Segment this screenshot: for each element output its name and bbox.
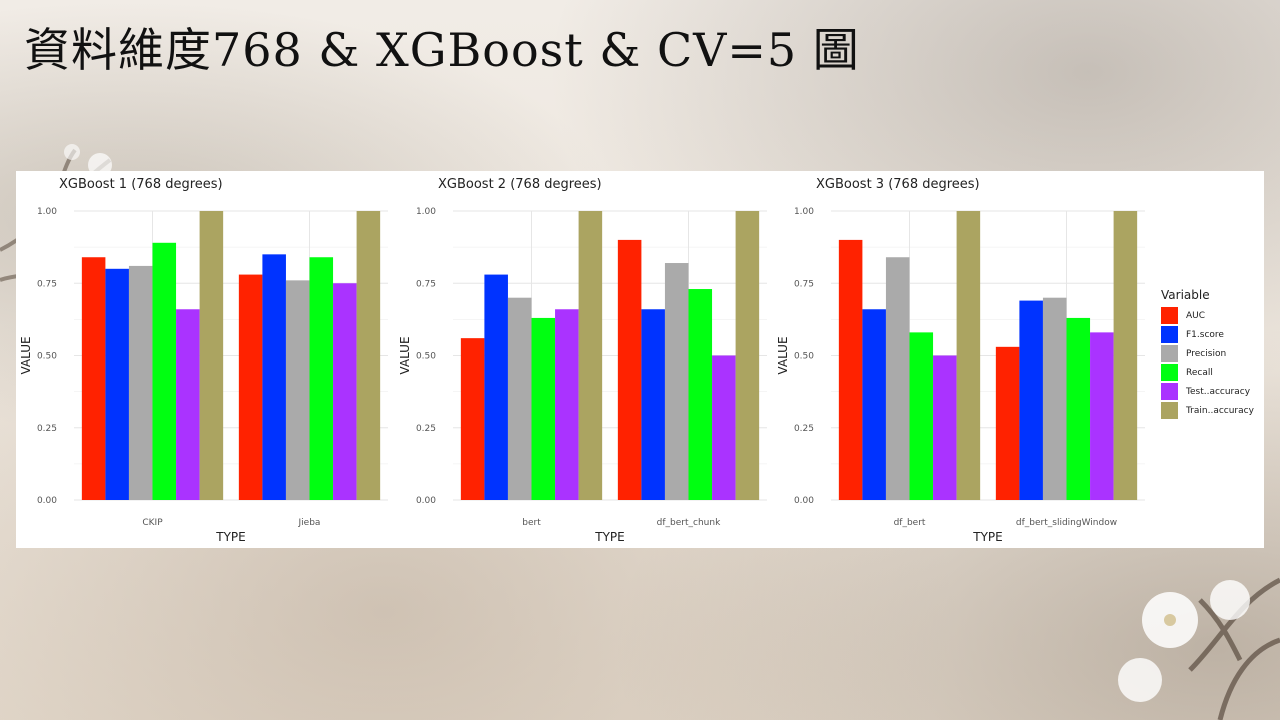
bar-precision-df-bert-slidingwindow [1042, 297, 1067, 500]
x-tick-label: df_bert_chunk [657, 518, 721, 528]
legend-item-test-accuracy: Test..accuracy [1161, 382, 1261, 401]
bar-f1-score-df-bert-slidingwindow [1019, 300, 1043, 500]
bar-precision-df-bert-chunk [664, 263, 689, 500]
legend-label: AUC [1186, 310, 1206, 321]
y-tick-label: 1.00 [416, 207, 436, 217]
legend: Variable AUC F1.score Precision Recall Test.… [1161, 288, 1261, 420]
bar-auc-bert [460, 338, 485, 500]
bar-train-accuracy-jieba [356, 211, 381, 500]
bar-recall-ckip [152, 242, 177, 500]
y-tick-label: 1.00 [37, 207, 57, 217]
bar-f1-score-bert [484, 274, 508, 500]
legend-title: Variable [1161, 288, 1210, 302]
legend-label: F1.score [1186, 329, 1224, 340]
bar-auc-df-bert-chunk [617, 239, 642, 500]
legend-item-precision: Precision [1161, 344, 1261, 363]
chart-title: XGBoost 1 (768 degrees) [59, 177, 223, 192]
y-tick-label: 0.50 [794, 352, 814, 362]
bar-train-accuracy-bert [578, 211, 603, 500]
chart-panel: 0.00 0.25 0.50 0.75 1.00 CKIP Jieba XGBoost 1 (… [16, 171, 1264, 548]
x-tick-label: df_bert [894, 518, 926, 528]
bar-train-accuracy-df-bert-chunk [735, 211, 760, 500]
x-tick-label: Jieba [298, 518, 321, 528]
bar-f1-score-jieba [262, 254, 286, 500]
bar-test-accuracy-ckip [176, 309, 200, 500]
legend-item-f1-score: F1.score [1161, 325, 1261, 344]
x-axis-label: TYPE [972, 530, 1002, 544]
bar-test-accuracy-df-bert-slidingwindow [1090, 332, 1114, 500]
bar-auc-jieba [238, 274, 263, 500]
y-axis-label: VALUE [398, 336, 412, 374]
bar-precision-bert [507, 297, 532, 500]
legend-label: Train..accuracy [1186, 405, 1254, 416]
y-tick-label: 0.00 [794, 496, 814, 506]
bar-recall-bert [531, 317, 556, 500]
bar-recall-jieba [309, 257, 334, 500]
x-tick-label: df_bert_slidingWindow [1016, 518, 1117, 528]
x-tick-label: CKIP [142, 518, 163, 528]
bar-train-accuracy-df-bert [956, 211, 981, 500]
bar-recall-df-bert-slidingwindow [1066, 317, 1091, 500]
chart-1: 0.00 0.25 0.50 0.75 1.00 CKIP Jieba XGBoost 1 (… [19, 177, 388, 544]
slide-title: 資料維度768 & XGBoost & CV=5 圖 [24, 23, 860, 77]
bar-precision-jieba [285, 280, 310, 500]
legend-swatch [1161, 345, 1178, 362]
bar-auc-ckip [81, 257, 106, 500]
x-tick-label: bert [522, 518, 541, 528]
bar-train-accuracy-ckip [199, 211, 224, 500]
y-axis-label: VALUE [776, 336, 790, 374]
bar-precision-ckip [128, 265, 153, 500]
bar-test-accuracy-jieba [333, 283, 357, 500]
legend-item-auc: AUC [1161, 306, 1261, 325]
legend-swatch [1161, 402, 1178, 419]
y-tick-label: 0.25 [37, 424, 57, 434]
y-tick-label: 0.75 [37, 279, 57, 289]
bar-train-accuracy-df-bert-slidingwindow [1113, 211, 1138, 500]
chart-title: XGBoost 3 (768 degrees) [816, 177, 980, 192]
bar-test-accuracy-bert [555, 309, 579, 500]
y-tick-label: 0.50 [37, 352, 57, 362]
y-tick-label: 0.25 [416, 424, 436, 434]
bar-f1-score-df-bert-chunk [641, 309, 665, 500]
legend-swatch [1161, 383, 1178, 400]
bar-auc-df-bert-slidingwindow [995, 346, 1020, 500]
x-axis-label: TYPE [215, 530, 245, 544]
chart-title: XGBoost 2 (768 degrees) [438, 177, 602, 192]
x-axis-label: TYPE [594, 530, 624, 544]
bar-precision-df-bert [885, 257, 910, 500]
y-tick-label: 0.25 [794, 424, 814, 434]
legend-item-train-accuracy: Train..accuracy [1161, 401, 1261, 420]
bar-test-accuracy-df-bert-chunk [712, 355, 736, 500]
y-tick-label: 0.00 [37, 496, 57, 506]
bar-f1-score-ckip [105, 268, 129, 500]
y-tick-label: 0.75 [416, 279, 436, 289]
y-axis-label: VALUE [19, 336, 33, 374]
bar-recall-df-bert [909, 332, 934, 500]
y-tick-label: 0.50 [416, 352, 436, 362]
bar-f1-score-df-bert [862, 309, 886, 500]
legend-swatch [1161, 364, 1178, 381]
bar-auc-df-bert [838, 239, 863, 500]
chart-2: 0.00 0.25 0.50 0.75 1.00 bert df_bert_chunk XGB… [398, 177, 767, 544]
legend-swatch [1161, 307, 1178, 324]
chart-3: 0.00 0.25 0.50 0.75 1.00 df_bert df_bert_slidi… [776, 177, 1145, 544]
y-tick-label: 0.00 [416, 496, 436, 506]
legend-label: Precision [1186, 348, 1227, 359]
decorative-blossom-right [1118, 577, 1280, 720]
legend-label: Test..accuracy [1186, 386, 1251, 397]
legend-item-recall: Recall [1161, 363, 1261, 382]
y-tick-label: 1.00 [794, 207, 814, 217]
bar-recall-df-bert-chunk [688, 289, 713, 500]
legend-swatch [1161, 326, 1178, 343]
charts-svg: 0.00 0.25 0.50 0.75 1.00 CKIP Jieba XGBoost 1 (… [19, 177, 1145, 544]
bar-test-accuracy-df-bert [933, 355, 957, 500]
legend-label: Recall [1186, 367, 1213, 378]
y-tick-label: 0.75 [794, 279, 814, 289]
